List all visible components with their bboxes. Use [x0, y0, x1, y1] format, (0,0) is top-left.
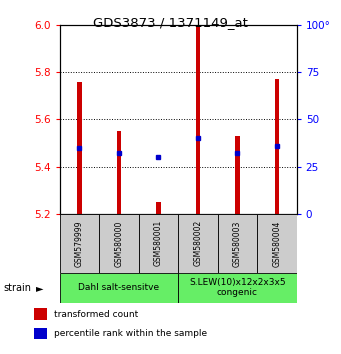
Text: GSM580004: GSM580004: [272, 220, 281, 267]
Bar: [218, 214, 257, 273]
Text: transformed count: transformed count: [55, 310, 139, 319]
Text: GSM579999: GSM579999: [75, 220, 84, 267]
Bar: [117, 131, 121, 214]
Bar: [156, 202, 161, 214]
Bar: [275, 79, 279, 214]
Text: percentile rank within the sample: percentile rank within the sample: [55, 329, 208, 338]
Text: S.LEW(10)x12x2x3x5
congenic: S.LEW(10)x12x2x3x5 congenic: [189, 278, 286, 297]
Bar: [235, 136, 240, 214]
Bar: [178, 273, 297, 303]
Text: GSM580001: GSM580001: [154, 220, 163, 267]
Bar: [60, 273, 178, 303]
Text: Dahl salt-sensitve: Dahl salt-sensitve: [78, 283, 160, 292]
Text: GSM580000: GSM580000: [115, 220, 123, 267]
Bar: [34, 328, 47, 339]
Bar: [34, 308, 47, 320]
Bar: [77, 82, 82, 214]
Bar: [60, 214, 99, 273]
Bar: [139, 214, 178, 273]
Text: strain: strain: [3, 282, 31, 293]
Text: GDS3873 / 1371149_at: GDS3873 / 1371149_at: [93, 16, 248, 29]
Bar: [257, 214, 297, 273]
Bar: [99, 214, 139, 273]
Text: GSM580002: GSM580002: [193, 220, 203, 267]
Bar: [195, 27, 200, 214]
Text: ►: ►: [36, 282, 43, 293]
Text: GSM580003: GSM580003: [233, 220, 242, 267]
Bar: [178, 214, 218, 273]
